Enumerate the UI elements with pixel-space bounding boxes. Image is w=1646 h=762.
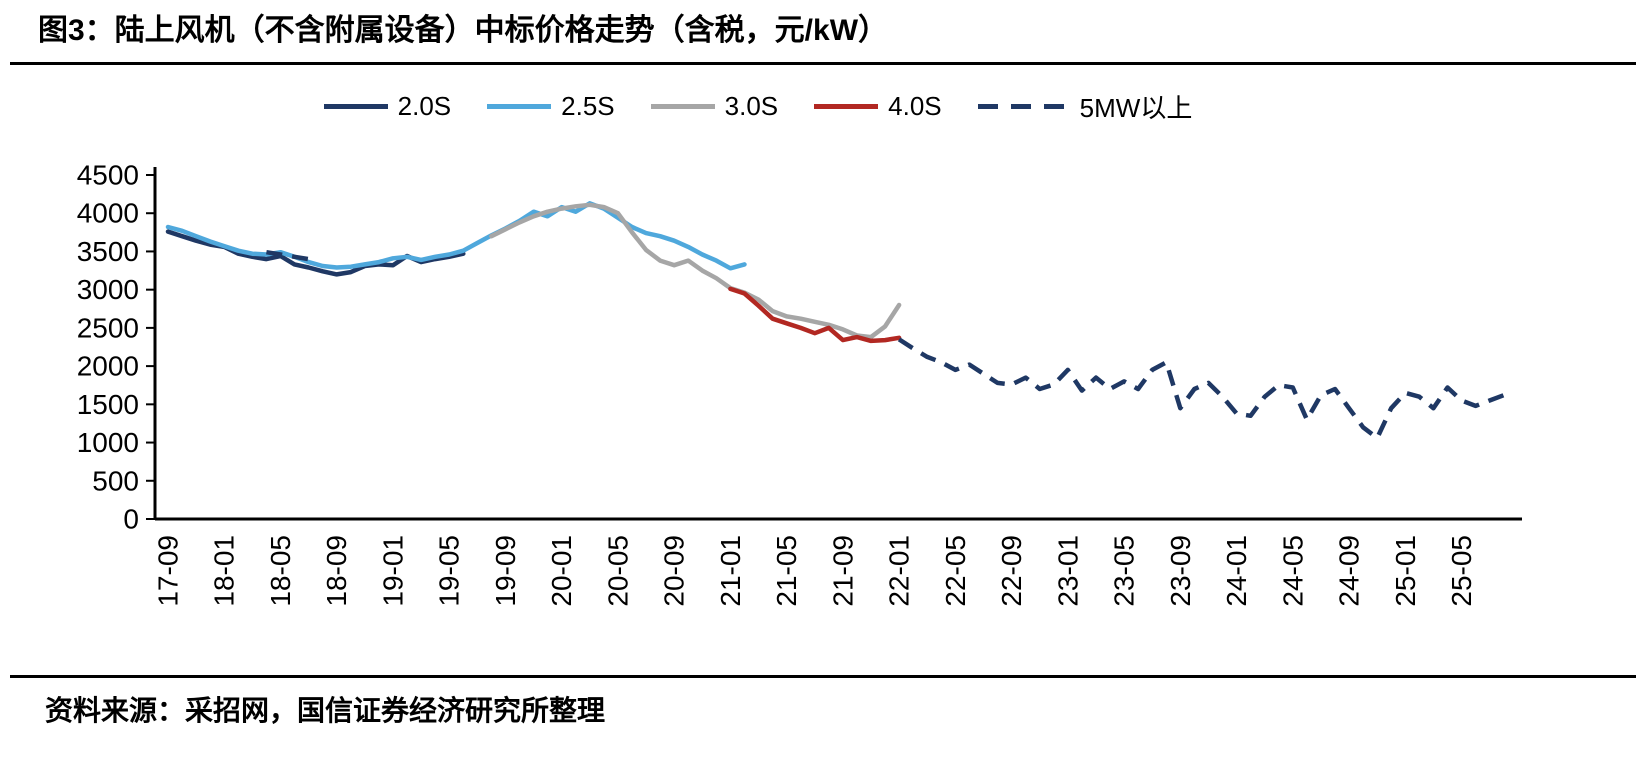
x-tick-label: 25-01 — [1390, 535, 1421, 607]
x-tick-label: 25-05 — [1446, 535, 1477, 607]
y-tick-label: 2500 — [77, 312, 139, 343]
legend-label: 4.0S — [888, 90, 942, 121]
x-tick-label: 24-05 — [1277, 535, 1308, 607]
x-tick-label: 20-01 — [546, 535, 577, 607]
y-tick-label: 3500 — [77, 236, 139, 267]
x-tick-label: 23-09 — [1165, 535, 1196, 607]
source-note: 资料来源：采招网，国信证券经济研究所整理 — [45, 695, 606, 726]
x-tick-label: 21-05 — [771, 535, 802, 607]
legend-item-2.5S: 2.5S — [487, 91, 615, 122]
x-tick-label: 20-09 — [659, 535, 690, 607]
legend-line-swatch — [323, 103, 388, 109]
legend-label: 2.0S — [397, 90, 452, 121]
price-trend-chart: 0 500 1000 1500 2000 2500 3000 3500 4000 4500 17-0… — [77, 160, 1522, 607]
legend: 2.0S 2.5S 3.0S 4.0S 5MW以上 — [0, 90, 1646, 123]
series-line-3.0S — [489, 202, 902, 340]
x-tick-label: 22-09 — [996, 535, 1027, 607]
legend-label: 2.5S — [561, 90, 615, 121]
legend-line-swatch — [487, 103, 552, 109]
x-tick-label: 19-05 — [434, 535, 465, 607]
legend-label: 3.0S — [724, 90, 779, 121]
x-tick-label: 19-09 — [490, 535, 521, 607]
x-tick-label: 20-05 — [602, 535, 633, 607]
x-tick-label: 19-01 — [377, 535, 408, 607]
x-tick-label: 17-09 — [153, 535, 184, 607]
series-line-2.0S — [165, 229, 466, 277]
x-tick-label: 18-09 — [321, 535, 352, 607]
y-tick-label: 3000 — [77, 274, 139, 305]
x-tick-label: 24-01 — [1221, 535, 1252, 607]
x-tick-label: 23-05 — [1109, 535, 1140, 607]
x-tick-label: 22-01 — [884, 535, 915, 607]
x-tick-label: 21-09 — [827, 535, 858, 607]
legend-item-5MW以上: 5MW以上 — [977, 88, 1193, 125]
legend-line-swatch — [650, 103, 715, 109]
y-tick-label: 4500 — [77, 160, 139, 191]
x-tick-label: 18-01 — [209, 535, 240, 607]
legend-line-swatch — [814, 103, 879, 109]
bottom-divider — [10, 675, 1636, 678]
y-tick-label: 0 — [123, 504, 139, 535]
legend-item-4.0S: 4.0S — [814, 91, 942, 122]
y-tick-label: 4000 — [77, 198, 139, 229]
legend-item-3.0S: 3.0S — [650, 90, 779, 122]
legend-dashed-line-swatch — [977, 103, 1070, 109]
series-line-5MW以上 — [897, 337, 1505, 441]
x-tick-label: 22-05 — [940, 535, 971, 607]
y-tick-label: 1000 — [77, 427, 139, 458]
y-tick-label: 1500 — [77, 389, 139, 420]
legend-label: 5MW以上 — [1079, 92, 1193, 123]
chart-title: 图3：陆上风机（不含附属设备）中标价格走势（含税，元/kW） — [38, 14, 889, 47]
x-tick-label: 21-01 — [715, 535, 746, 607]
y-tick-label: 2000 — [77, 351, 139, 382]
legend-item-2.0S: 2.0S — [323, 90, 452, 122]
series-line-2.5S — [165, 201, 747, 271]
y-tick-label: 500 — [92, 465, 139, 496]
x-tick-label: 23-01 — [1052, 535, 1083, 607]
top-divider — [10, 62, 1636, 65]
x-tick-label: 24-09 — [1334, 535, 1365, 607]
x-tick-label: 18-05 — [265, 535, 296, 607]
series-line-4.0S — [728, 286, 902, 344]
series-line-5MW以上 — [266, 249, 309, 262]
